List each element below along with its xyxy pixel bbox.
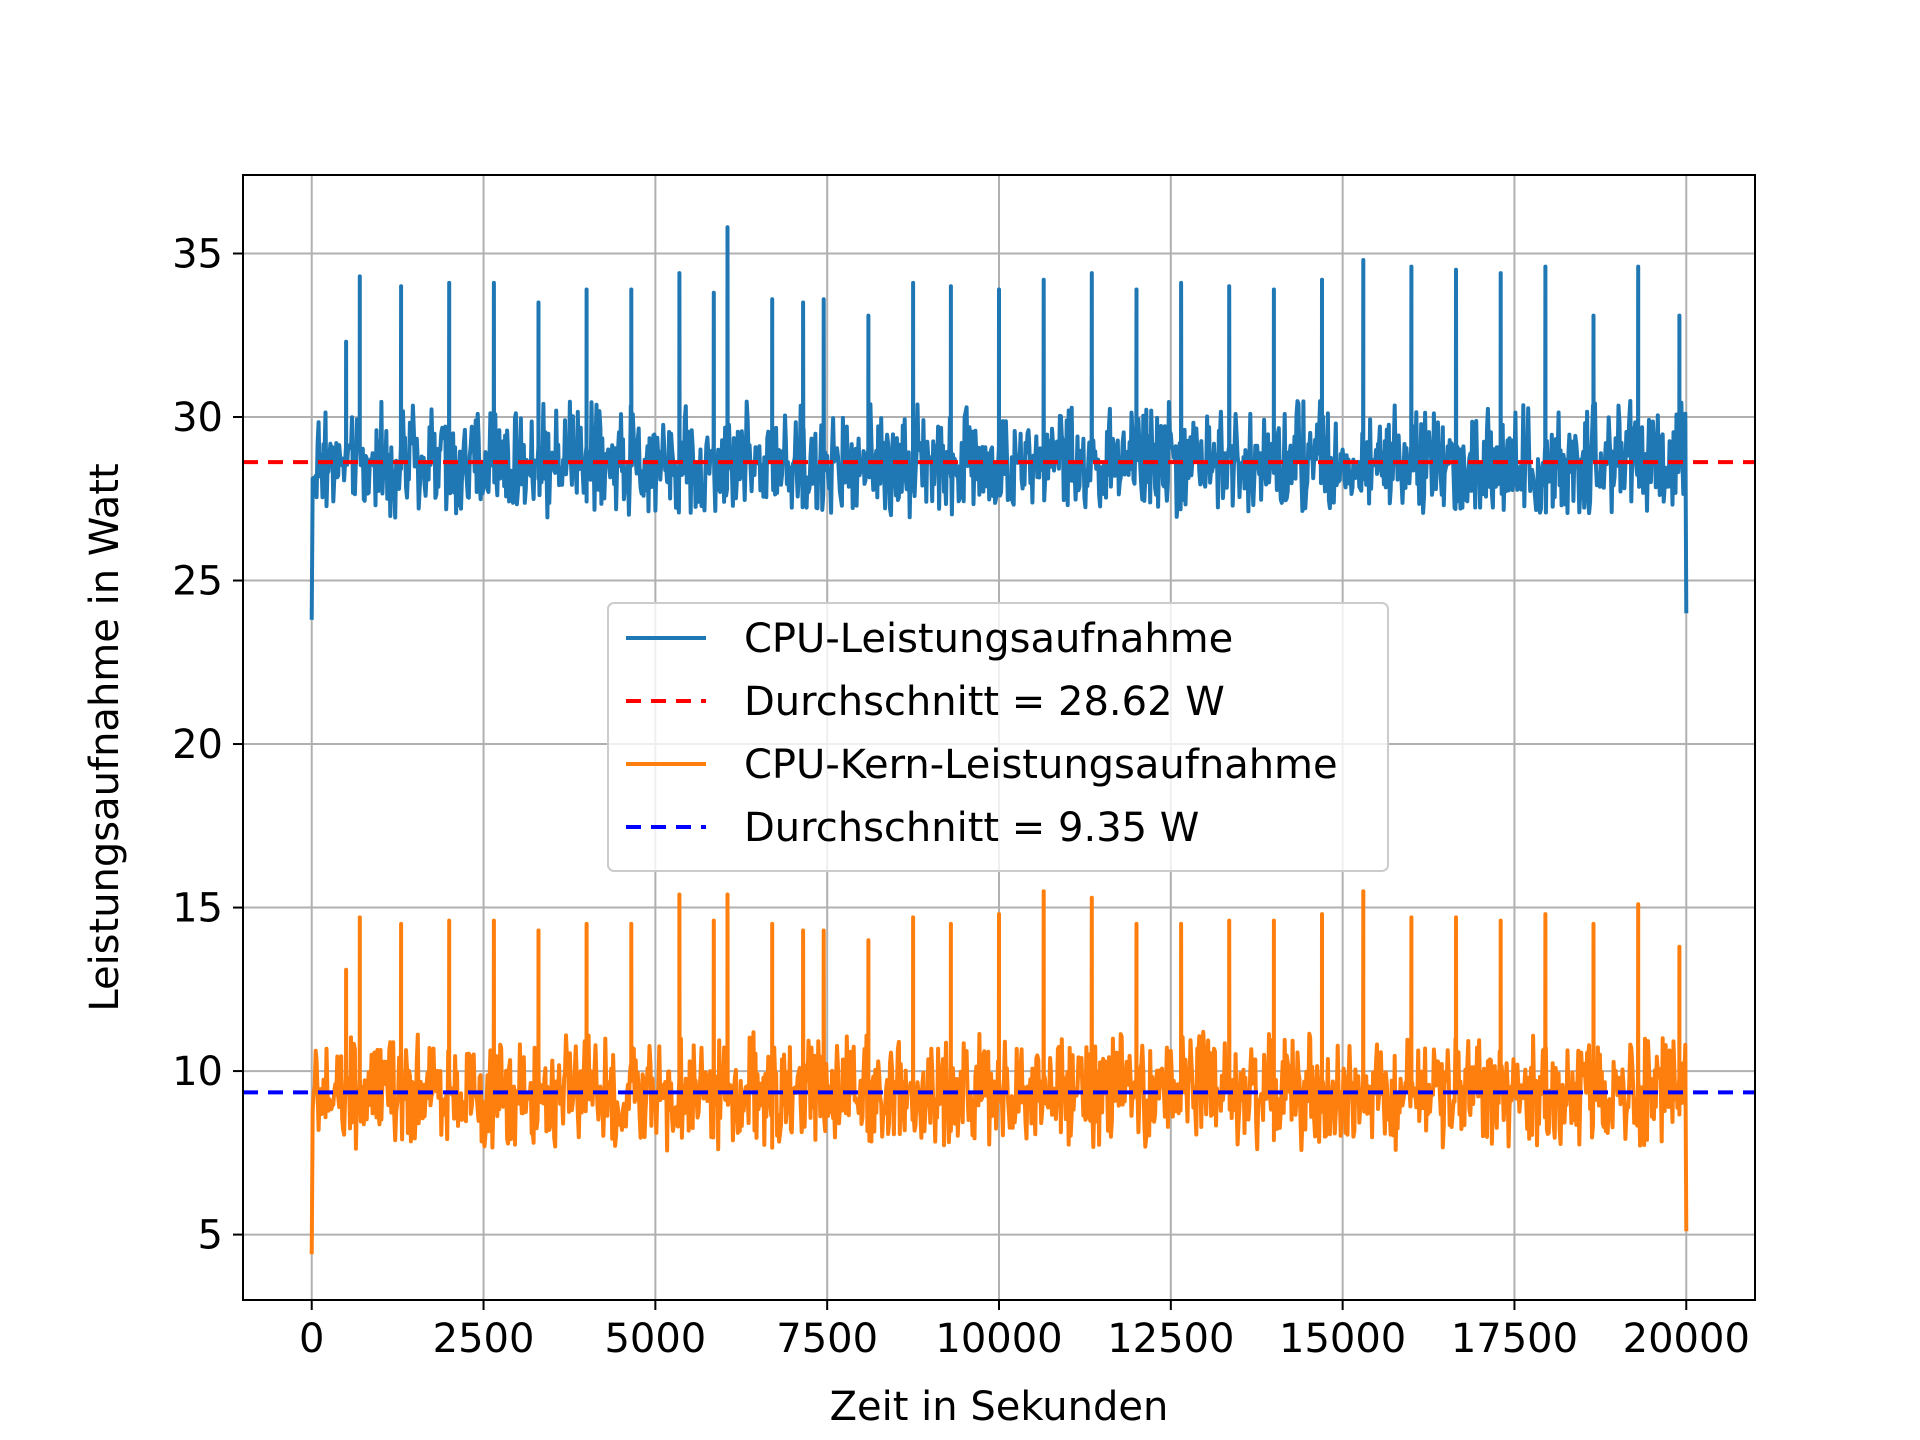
y-tick-label: 20 <box>172 722 223 768</box>
x-tick-label: 2500 <box>433 1316 535 1362</box>
x-tick-label: 0 <box>299 1316 324 1362</box>
legend: CPU-Leistungsaufnahme Durchschnitt = 28.6… <box>607 602 1389 872</box>
y-tick-label: 25 <box>172 559 223 605</box>
series-line <box>309 225 1689 620</box>
x-tick-label: 17500 <box>1451 1316 1578 1362</box>
y-tick-label: 5 <box>198 1213 223 1259</box>
y-tick-label: 35 <box>172 231 223 277</box>
legend-label: Durchschnitt = 28.62 W <box>744 679 1225 725</box>
y-axis-label: Leistungsaufnahme in Watt <box>82 463 128 1011</box>
x-tick-label: 20000 <box>1623 1316 1750 1362</box>
x-tick-label: 12500 <box>1107 1316 1234 1362</box>
legend-label: CPU-Leistungsaufnahme <box>744 616 1233 662</box>
legend-box <box>607 602 1389 872</box>
y-tick-label: 15 <box>172 886 223 932</box>
x-tick-label: 7500 <box>776 1316 878 1362</box>
x-tick-label: 5000 <box>604 1316 706 1362</box>
x-tick-label: 10000 <box>935 1316 1062 1362</box>
legend-label: Durchschnitt = 9.35 W <box>744 805 1199 851</box>
legend-label: CPU-Kern-Leistungsaufnahme <box>744 742 1338 788</box>
axes: 0 2500 5000 7500 10000 12500 15000 17500 20000 5 1… <box>172 231 1750 1362</box>
x-axis-label: Zeit in Sekunden <box>830 1384 1169 1430</box>
y-tick-label: 30 <box>172 395 223 441</box>
y-tick-label: 10 <box>172 1049 223 1095</box>
x-tick-label: 15000 <box>1279 1316 1406 1362</box>
plot-area <box>243 225 1755 1255</box>
series-line <box>309 889 1689 1255</box>
